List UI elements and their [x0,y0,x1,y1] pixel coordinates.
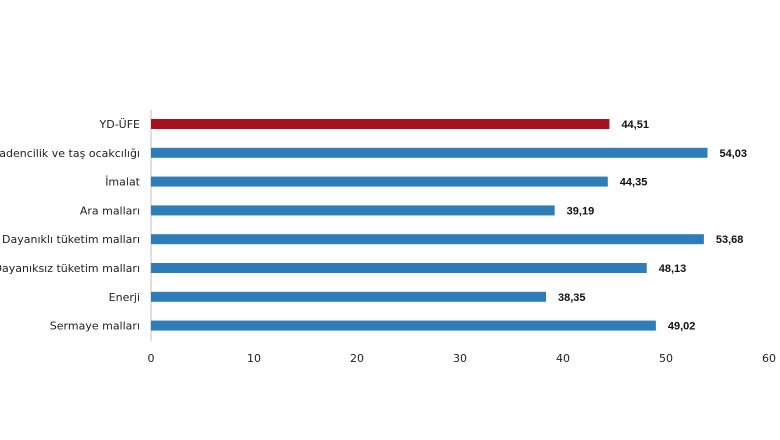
bar-7 [151,320,656,331]
x-tick-label-10: 10 [247,352,261,365]
plot-area: 0 10 20 30 40 50 60 YD-ÜFE 44,51 Madencilik ve ta… [0,110,776,365]
category-label-4: Dayanıklı tüketim malları [2,233,140,246]
bar-5 [151,263,647,273]
category-label-3: Ara malları [80,204,140,217]
value-label-3: 39,19 [567,205,595,217]
category-label-1: Madencilik ve taş ocakcılığı [0,147,140,160]
category-label-2: İmalat [105,176,140,189]
value-label-0: 44,51 [621,119,649,131]
value-label-4: 53,68 [716,234,744,246]
value-label-1: 54,03 [720,148,748,160]
x-tick-label-20: 20 [350,352,364,365]
x-tick-label-50: 50 [659,352,673,365]
category-label-5: Dayanıksız tüketim malları [0,262,140,275]
x-tick-label-60: 60 [762,352,776,365]
category-label-7: Sermaye malları [50,320,140,333]
bar-4 [151,234,704,245]
value-label-6: 38,35 [558,292,586,304]
bar-1 [151,147,708,158]
x-tick-label-30: 30 [453,352,467,365]
x-tick-label-0: 0 [148,352,155,365]
category-label-0: YD-ÜFE [99,118,141,131]
value-label-5: 48,13 [659,263,687,275]
bar-0 [151,119,610,129]
category-label-6: Enerji [109,291,140,304]
bar-6 [151,291,547,302]
value-label-7: 49,02 [668,321,696,333]
bar-2 [151,176,608,187]
value-label-2: 44,35 [620,177,648,189]
bar-3 [151,205,555,216]
x-tick-label-40: 40 [556,352,570,365]
